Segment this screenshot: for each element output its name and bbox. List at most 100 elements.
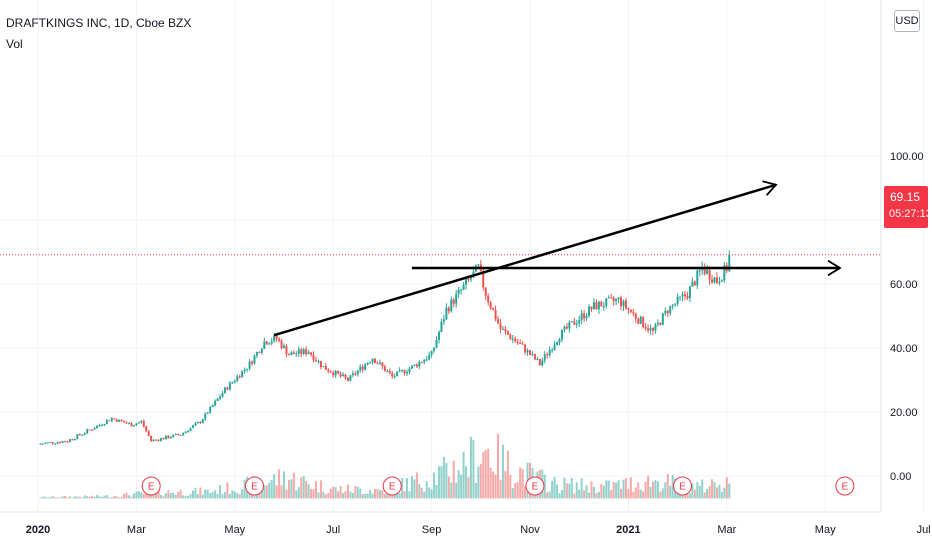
candle-body bbox=[683, 294, 686, 297]
candle-body bbox=[132, 425, 135, 427]
volume-bar bbox=[98, 496, 101, 499]
candle-body bbox=[189, 427, 192, 432]
volume-bar bbox=[120, 496, 123, 499]
currency-button[interactable]: USD bbox=[894, 10, 920, 32]
volume-bar bbox=[292, 472, 295, 499]
volume-bar bbox=[403, 491, 406, 499]
earnings-marker-label: E bbox=[148, 482, 155, 493]
earnings-marker-label: E bbox=[251, 482, 258, 493]
volume-bar bbox=[455, 482, 458, 499]
volume-bar bbox=[68, 496, 71, 499]
volume-bar bbox=[187, 495, 190, 499]
candle-body bbox=[361, 366, 364, 370]
candle-body bbox=[497, 319, 500, 324]
candle-body bbox=[529, 350, 531, 355]
candle-body bbox=[93, 428, 96, 430]
volume-bar bbox=[656, 481, 659, 499]
volume-bar bbox=[81, 497, 84, 499]
candle-body bbox=[376, 362, 379, 364]
candle-body bbox=[275, 335, 278, 339]
candle-body bbox=[71, 439, 74, 441]
volume-bar bbox=[497, 433, 500, 499]
candle-body bbox=[551, 349, 554, 351]
volume-bar bbox=[703, 492, 706, 499]
bar-countdown: 05:27:13 bbox=[889, 208, 932, 220]
earnings-marker bbox=[141, 476, 161, 496]
volume-legend[interactable]: Vol bbox=[6, 37, 23, 51]
volume-bar bbox=[588, 492, 591, 499]
volume-bar bbox=[602, 485, 605, 499]
candle-body bbox=[720, 280, 723, 282]
candle-body bbox=[260, 348, 263, 353]
candle-body bbox=[718, 281, 721, 283]
candle-body bbox=[270, 341, 273, 344]
candle-body bbox=[435, 340, 438, 348]
candle-body bbox=[578, 319, 581, 324]
candle-body bbox=[597, 301, 600, 310]
candle-body bbox=[46, 442, 49, 444]
volume-bar bbox=[671, 474, 674, 499]
volume-bar bbox=[482, 452, 485, 499]
candle-body bbox=[137, 422, 140, 424]
volume-bar bbox=[445, 462, 448, 499]
trend-line-ascending bbox=[273, 183, 777, 337]
volume-bar bbox=[440, 466, 443, 499]
trend-line-ascending-arrowhead bbox=[762, 180, 778, 196]
volume-bar bbox=[487, 448, 490, 499]
time-tick-label: 2020 bbox=[26, 524, 50, 536]
volume-bar bbox=[504, 471, 507, 499]
candle-body bbox=[688, 286, 691, 299]
symbol-legend[interactable]: DRAFTKINGS INC, 1D, Cboe BZX bbox=[6, 16, 192, 30]
candle-body bbox=[88, 429, 91, 431]
candle-body bbox=[310, 352, 313, 355]
candle-body bbox=[489, 302, 492, 309]
volume-bar bbox=[548, 491, 551, 499]
candle-body bbox=[59, 442, 62, 444]
price-tick-label: 0.00 bbox=[890, 471, 911, 483]
candle-body bbox=[425, 359, 428, 361]
volume-bar bbox=[452, 460, 455, 499]
volume-bar bbox=[401, 477, 404, 499]
candle-body bbox=[462, 284, 465, 290]
volume-bar bbox=[415, 472, 418, 499]
candle-body bbox=[504, 328, 507, 332]
volume-bar bbox=[469, 436, 472, 499]
candle-body bbox=[642, 316, 645, 327]
volume-bar bbox=[317, 492, 320, 499]
volume-bar bbox=[123, 493, 126, 499]
candle-body bbox=[656, 322, 659, 325]
volume-bar bbox=[189, 494, 192, 499]
candle-body bbox=[351, 373, 354, 376]
candle-body bbox=[440, 321, 443, 332]
candle-body bbox=[182, 432, 185, 436]
volume-bar bbox=[88, 496, 91, 499]
volume-bar bbox=[105, 495, 108, 499]
candle-body bbox=[253, 355, 256, 364]
volume-bar bbox=[142, 493, 145, 499]
volume-bar bbox=[696, 482, 699, 499]
candle-body bbox=[164, 435, 167, 440]
candle-body bbox=[383, 366, 386, 372]
volume-bar bbox=[654, 479, 657, 499]
volume-bar bbox=[669, 485, 672, 499]
volume-bar bbox=[467, 477, 470, 499]
earnings-marker bbox=[835, 476, 855, 496]
candle-body bbox=[41, 443, 44, 445]
volume-bar bbox=[659, 491, 662, 499]
volume-bar bbox=[100, 496, 103, 499]
volume-bar bbox=[723, 487, 726, 499]
volume-bar bbox=[103, 495, 106, 499]
candle-body bbox=[524, 344, 527, 353]
candle-body bbox=[342, 374, 345, 377]
volume-bar bbox=[243, 479, 246, 499]
candle-body bbox=[615, 299, 618, 302]
volume-bar bbox=[177, 491, 180, 499]
candle-body bbox=[583, 313, 586, 319]
candle-body bbox=[221, 393, 224, 397]
volume-bar bbox=[78, 496, 81, 499]
volume-bar bbox=[108, 497, 111, 499]
candle-body bbox=[531, 354, 534, 356]
volume-bar bbox=[251, 492, 254, 499]
candle-body bbox=[553, 344, 556, 350]
